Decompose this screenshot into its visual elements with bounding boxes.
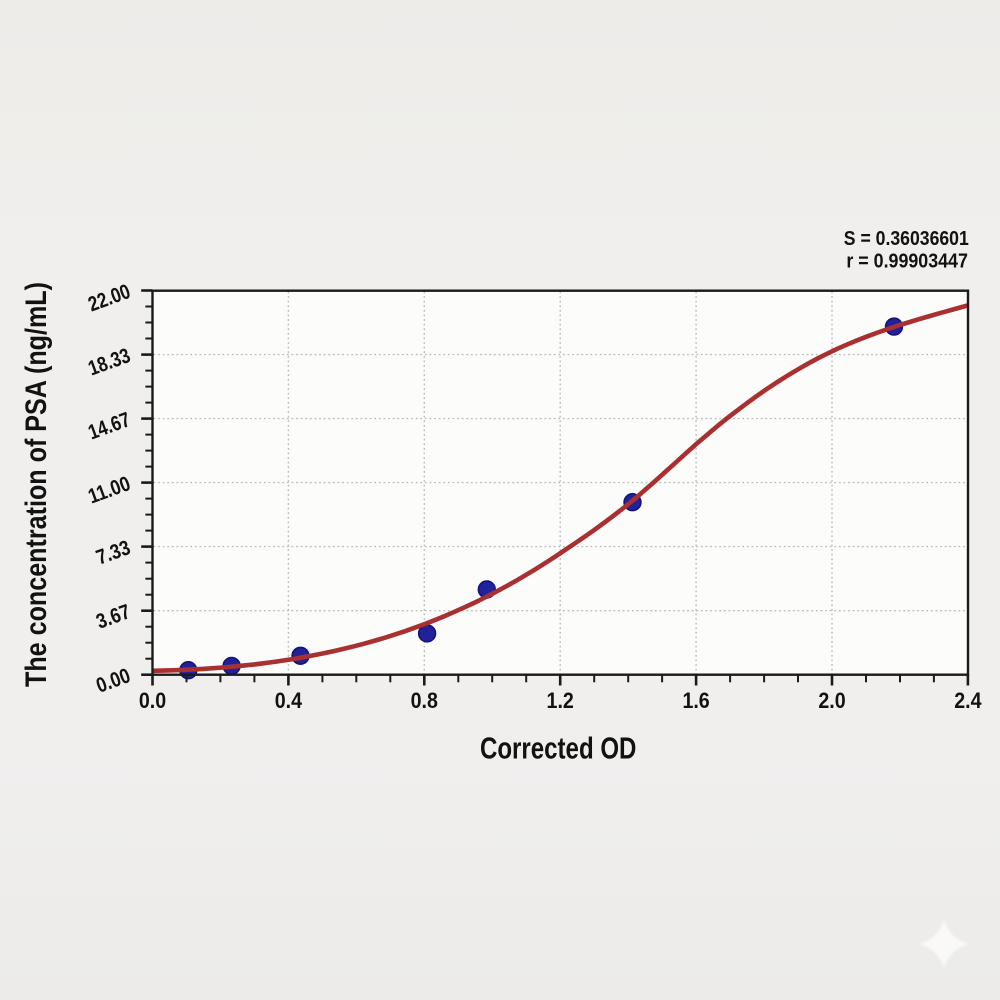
svg-text:2.4: 2.4 — [954, 688, 982, 713]
svg-text:Corrected OD: Corrected OD — [480, 730, 637, 765]
svg-text:0.8: 0.8 — [411, 688, 438, 713]
svg-text:1.2: 1.2 — [547, 688, 574, 713]
svg-text:0.4: 0.4 — [275, 688, 303, 713]
svg-text:r = 0.99903447: r = 0.99903447 — [846, 251, 968, 273]
svg-text:S = 0.36036601: S = 0.36036601 — [844, 228, 969, 250]
svg-text:2.0: 2.0 — [818, 688, 845, 713]
svg-text:1.6: 1.6 — [682, 688, 709, 713]
svg-text:The concentration of PSA (ng/m: The concentration of PSA (ng/mL) — [20, 282, 53, 687]
svg-text:0.0: 0.0 — [139, 688, 166, 713]
